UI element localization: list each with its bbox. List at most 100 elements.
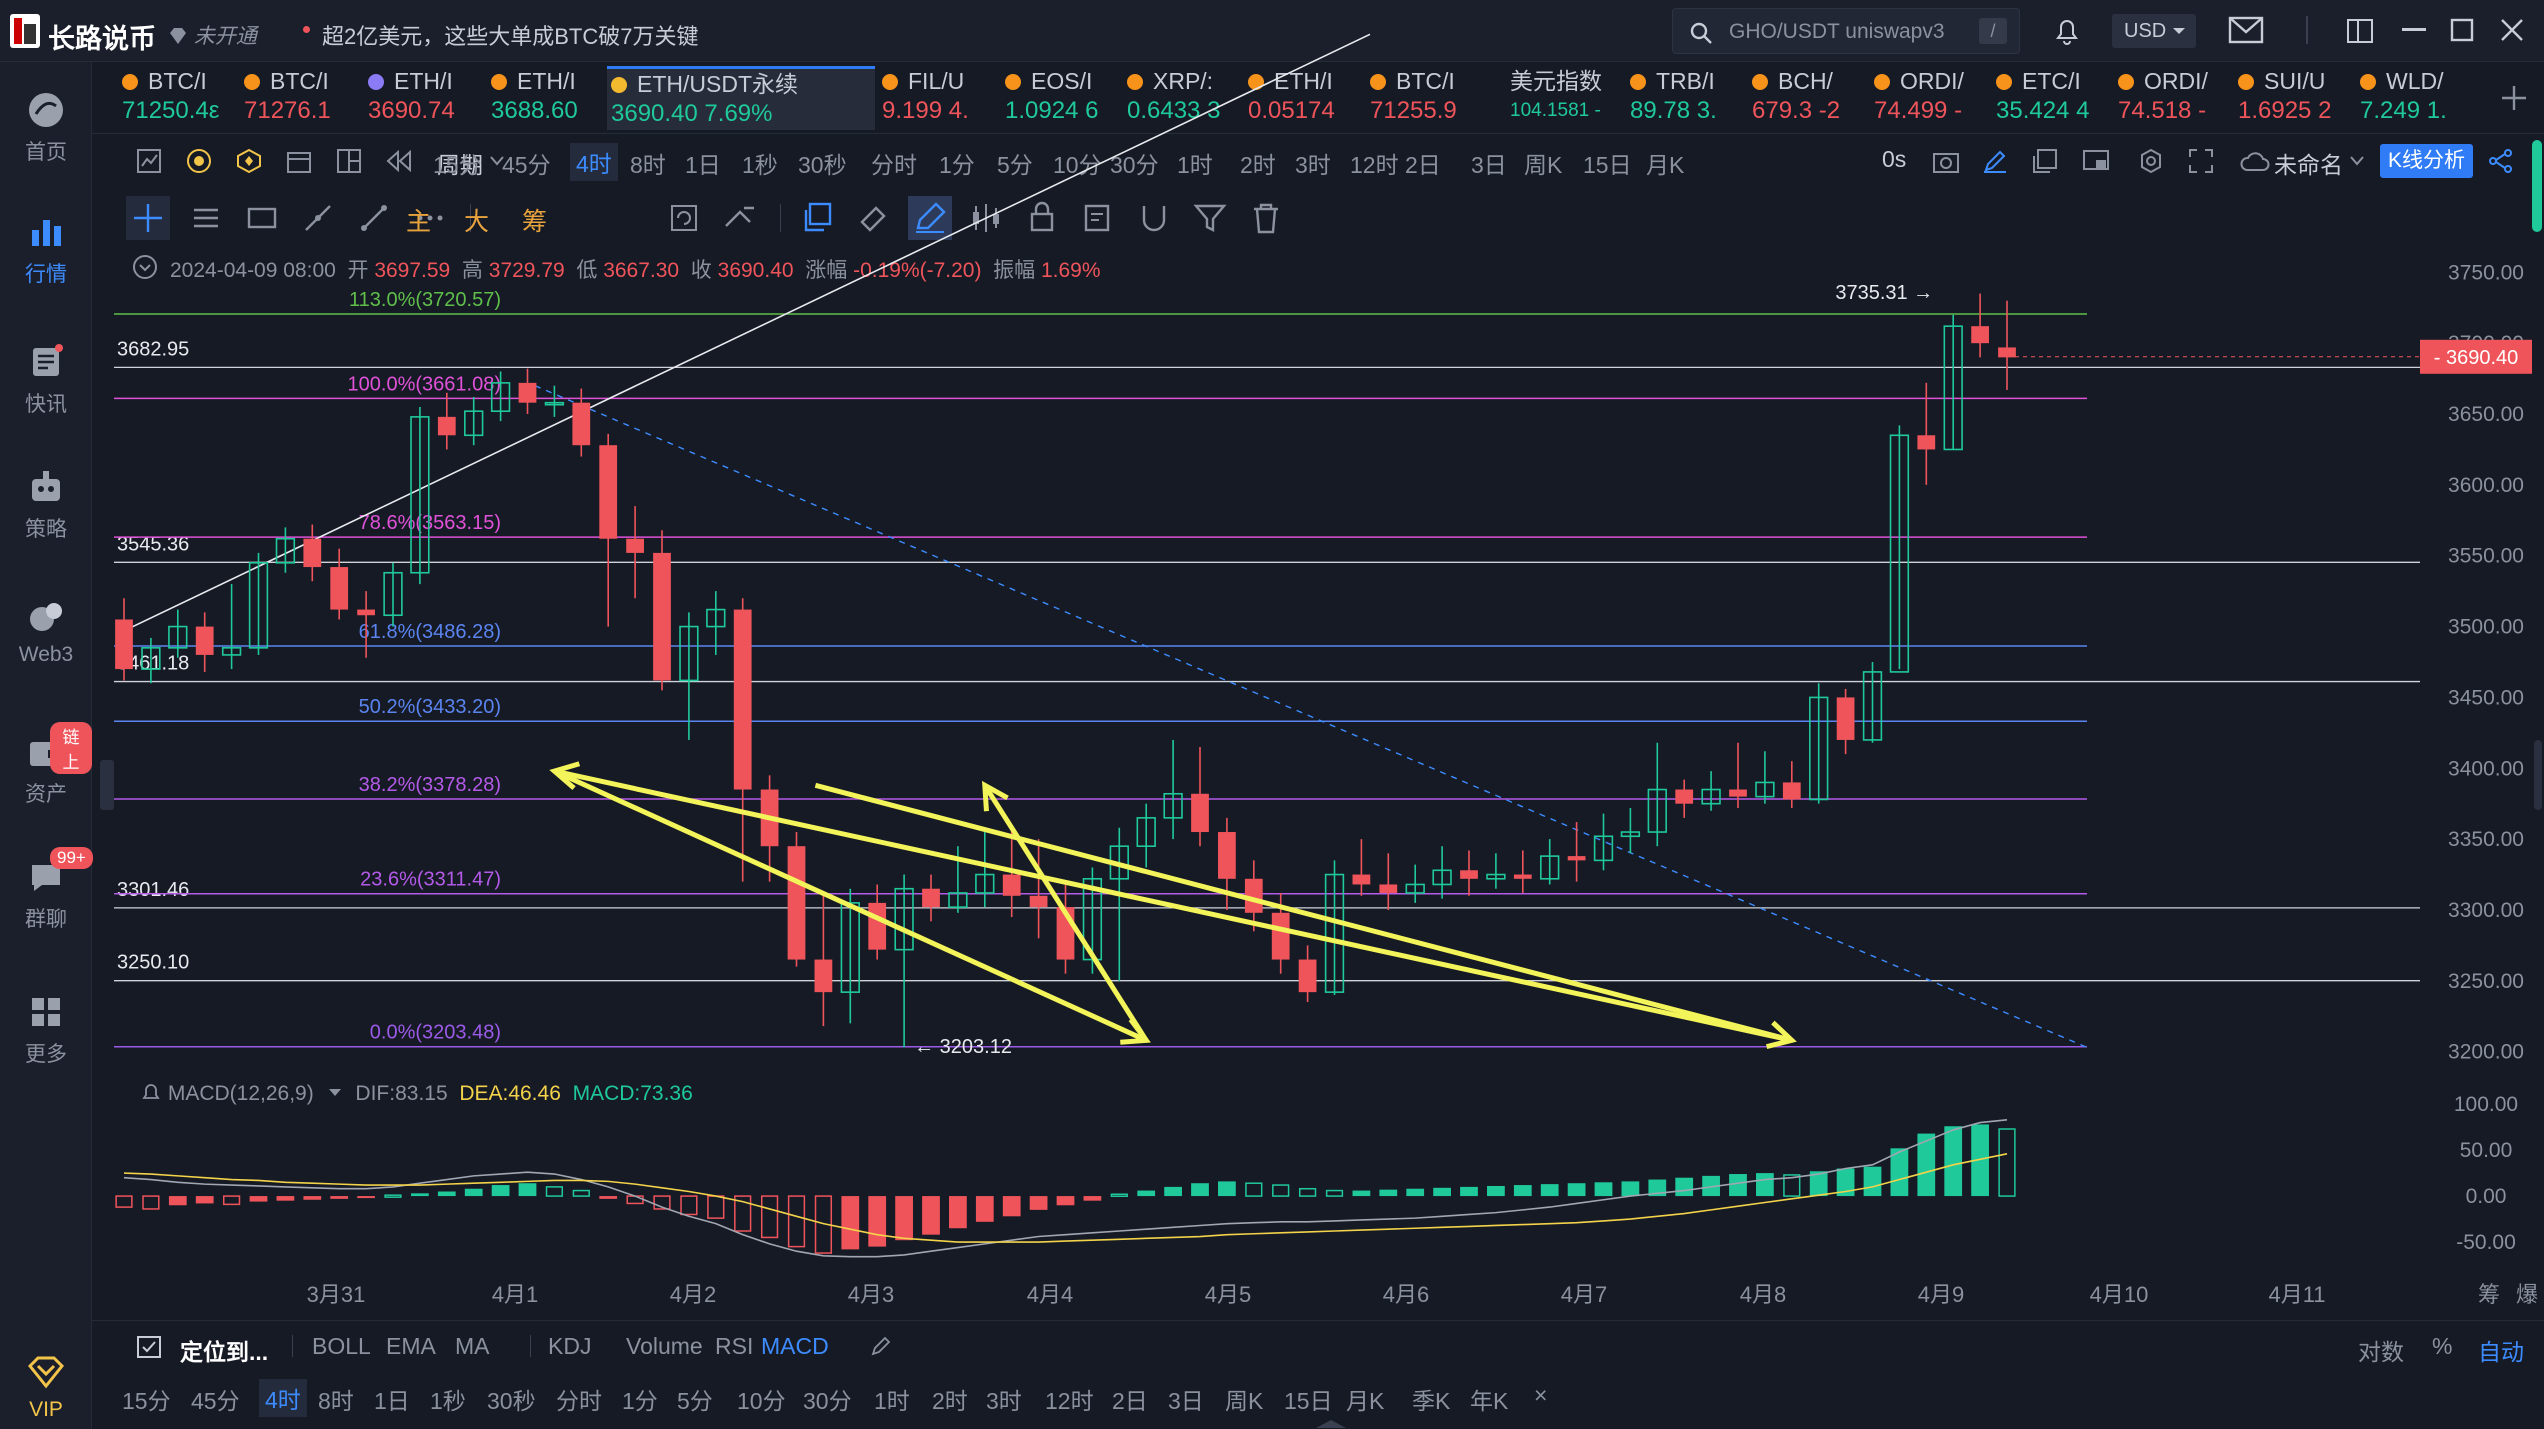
indicator-rsi[interactable]: RSI — [715, 1333, 754, 1359]
candle-body[interactable] — [1271, 912, 1290, 960]
candle-body[interactable] — [303, 538, 322, 568]
trend-line[interactable] — [117, 33, 1371, 635]
sidebar-item-market[interactable]: 行情 — [0, 212, 92, 288]
candle-body[interactable] — [1755, 781, 1775, 798]
draw-mode-icon[interactable] — [912, 200, 948, 236]
candle-body[interactable] — [1862, 671, 1883, 741]
indicator-kdj[interactable]: KDJ — [548, 1333, 592, 1359]
indicator-ma[interactable]: MA — [455, 1333, 490, 1359]
bottom-tf-周K[interactable]: 周K — [1225, 1388, 1264, 1414]
candle-body[interactable] — [1513, 874, 1532, 879]
ray-tool-icon[interactable] — [356, 200, 392, 236]
candle-body[interactable] — [1136, 817, 1156, 848]
candle-body[interactable] — [1998, 347, 2016, 358]
yellow-arrow-line[interactable] — [553, 768, 1148, 1043]
candle-body[interactable] — [1943, 325, 1963, 451]
bottom-tf-10分[interactable]: 10分 — [737, 1388, 786, 1414]
ticker-tab[interactable]: 美元指数 104.1581 - — [1506, 66, 1624, 130]
split-layout-icon[interactable] — [336, 148, 362, 174]
bottom-tf-45分[interactable]: 45分 — [191, 1388, 240, 1414]
bottom-tf-1时[interactable]: 1时 — [874, 1388, 910, 1414]
log-scale-button[interactable]: 对数 — [2358, 1339, 2404, 1365]
candle-body[interactable] — [141, 647, 161, 670]
layout-icon[interactable] — [2346, 18, 2374, 44]
ticker-tab[interactable]: TRB/I 89.78 3. — [1626, 66, 1744, 130]
search-box[interactable]: GHO/USDT uniswapv3 / — [1672, 8, 2020, 54]
minimize-icon[interactable] — [2402, 28, 2426, 32]
ticker-tab[interactable]: ORDI/74.518 - — [2114, 66, 2232, 130]
tf-分时[interactable]: 分时 — [871, 152, 917, 178]
candle-body[interactable] — [1917, 435, 1936, 450]
candle-body[interactable] — [1889, 434, 1910, 673]
candle-body[interactable] — [572, 402, 591, 446]
indicator-boll[interactable]: BOLL — [312, 1333, 371, 1359]
candle-body[interactable] — [814, 959, 833, 993]
tf-1秒[interactable]: 1秒 — [742, 152, 778, 178]
bottom-tf-1秒[interactable]: 1秒 — [430, 1388, 466, 1414]
candle-body[interactable] — [195, 626, 214, 655]
news-headline[interactable]: 超2亿美元，这些大单成BTC破7万关键 — [322, 24, 699, 49]
mail-icon[interactable] — [2228, 16, 2264, 44]
tf-30秒[interactable]: 30秒 — [798, 152, 847, 178]
draw-tag[interactable]: 主 — [406, 208, 432, 236]
scrollbar-thumb[interactable] — [2532, 140, 2542, 232]
collapse-icon[interactable] — [132, 254, 158, 280]
edit-indicator-icon[interactable] — [870, 1335, 892, 1357]
k-analysis-button[interactable]: K线分析 — [2380, 144, 2474, 178]
candle-body[interactable] — [437, 416, 456, 436]
auto-scale-button[interactable]: 自动 — [2478, 1339, 2524, 1365]
ticker-tab[interactable]: BCH/679.3 -2 — [1748, 66, 1866, 130]
candle-body[interactable] — [599, 445, 618, 539]
candle-body[interactable] — [1324, 873, 1345, 993]
ticker-tab[interactable]: BTC/I 71255.9 — [1366, 66, 1502, 130]
candle-body[interactable] — [115, 619, 133, 670]
bottom-tf-12时[interactable]: 12时 — [1045, 1388, 1094, 1414]
candle-body[interactable] — [1298, 959, 1317, 993]
candle-body[interactable] — [1352, 874, 1371, 885]
candle-body[interactable] — [1191, 793, 1209, 833]
clock-rect-icon[interactable] — [2032, 148, 2058, 174]
bell-small-icon[interactable] — [140, 1082, 162, 1104]
layout-name[interactable]: 未命名 — [2274, 152, 2343, 178]
tf-4时[interactable]: 4时 — [570, 143, 618, 181]
tf-周K[interactable]: 周K — [1524, 152, 1563, 178]
more-tools-icon[interactable] — [412, 200, 448, 236]
currency-select[interactable]: USD — [2112, 14, 2196, 48]
candle-body[interactable] — [868, 902, 887, 950]
indicator-macd[interactable]: MACD — [761, 1333, 829, 1359]
vip-status-badge[interactable]: 未开通 — [168, 20, 257, 50]
candle-body[interactable] — [464, 410, 484, 437]
price-chart[interactable]: 3750.003700.003650.003600.003550.003500.… — [0, 0, 2544, 1310]
candle-body[interactable] — [1567, 856, 1586, 861]
ticker-tab[interactable]: ETH/I 3690.74 — [364, 66, 482, 130]
close-tf-bar-icon[interactable]: × — [1534, 1382, 1548, 1408]
screen-record-icon[interactable] — [2082, 148, 2110, 174]
bottom-tf-年K[interactable]: 年K — [1470, 1388, 1509, 1414]
tf-月K[interactable]: 月K — [1646, 152, 1685, 178]
sidebar-item-wallet[interactable]: 资产 链上 — [0, 722, 92, 808]
candle-body[interactable] — [1379, 884, 1398, 893]
candle-body[interactable] — [248, 562, 269, 649]
search-input[interactable]: GHO/USDT uniswapv3 — [1729, 20, 1945, 43]
scale-icon[interactable] — [722, 200, 758, 236]
tf-1日[interactable]: 1日 — [685, 152, 721, 178]
percent-scale-button[interactable]: % — [2432, 1333, 2453, 1359]
candle-body[interactable] — [922, 888, 940, 908]
calendar-icon[interactable] — [286, 148, 312, 174]
draw-tag[interactable]: 大 — [464, 208, 490, 236]
descending-dashed-line[interactable] — [534, 385, 2088, 1049]
tf-3时[interactable]: 3时 — [1295, 152, 1331, 178]
trash-icon[interactable] — [1248, 200, 1284, 236]
candle-body[interactable] — [1701, 788, 1721, 805]
candle-body[interactable] — [975, 873, 995, 894]
candle-body[interactable] — [1002, 874, 1021, 896]
candle-body[interactable] — [410, 416, 430, 574]
add-tab-icon[interactable] — [2500, 84, 2528, 112]
ticker-tab[interactable]: ORDI/74.499 - — [1870, 66, 1988, 130]
candle-body[interactable] — [1593, 835, 1614, 862]
macd-chevron-icon[interactable] — [328, 1088, 342, 1098]
ticker-tab[interactable]: EOS/I 1.0924 6 — [1001, 66, 1119, 130]
cloud-icon[interactable] — [2240, 150, 2270, 172]
note-icon[interactable] — [1080, 200, 1116, 236]
tf-1分[interactable]: 1分 — [939, 152, 975, 178]
